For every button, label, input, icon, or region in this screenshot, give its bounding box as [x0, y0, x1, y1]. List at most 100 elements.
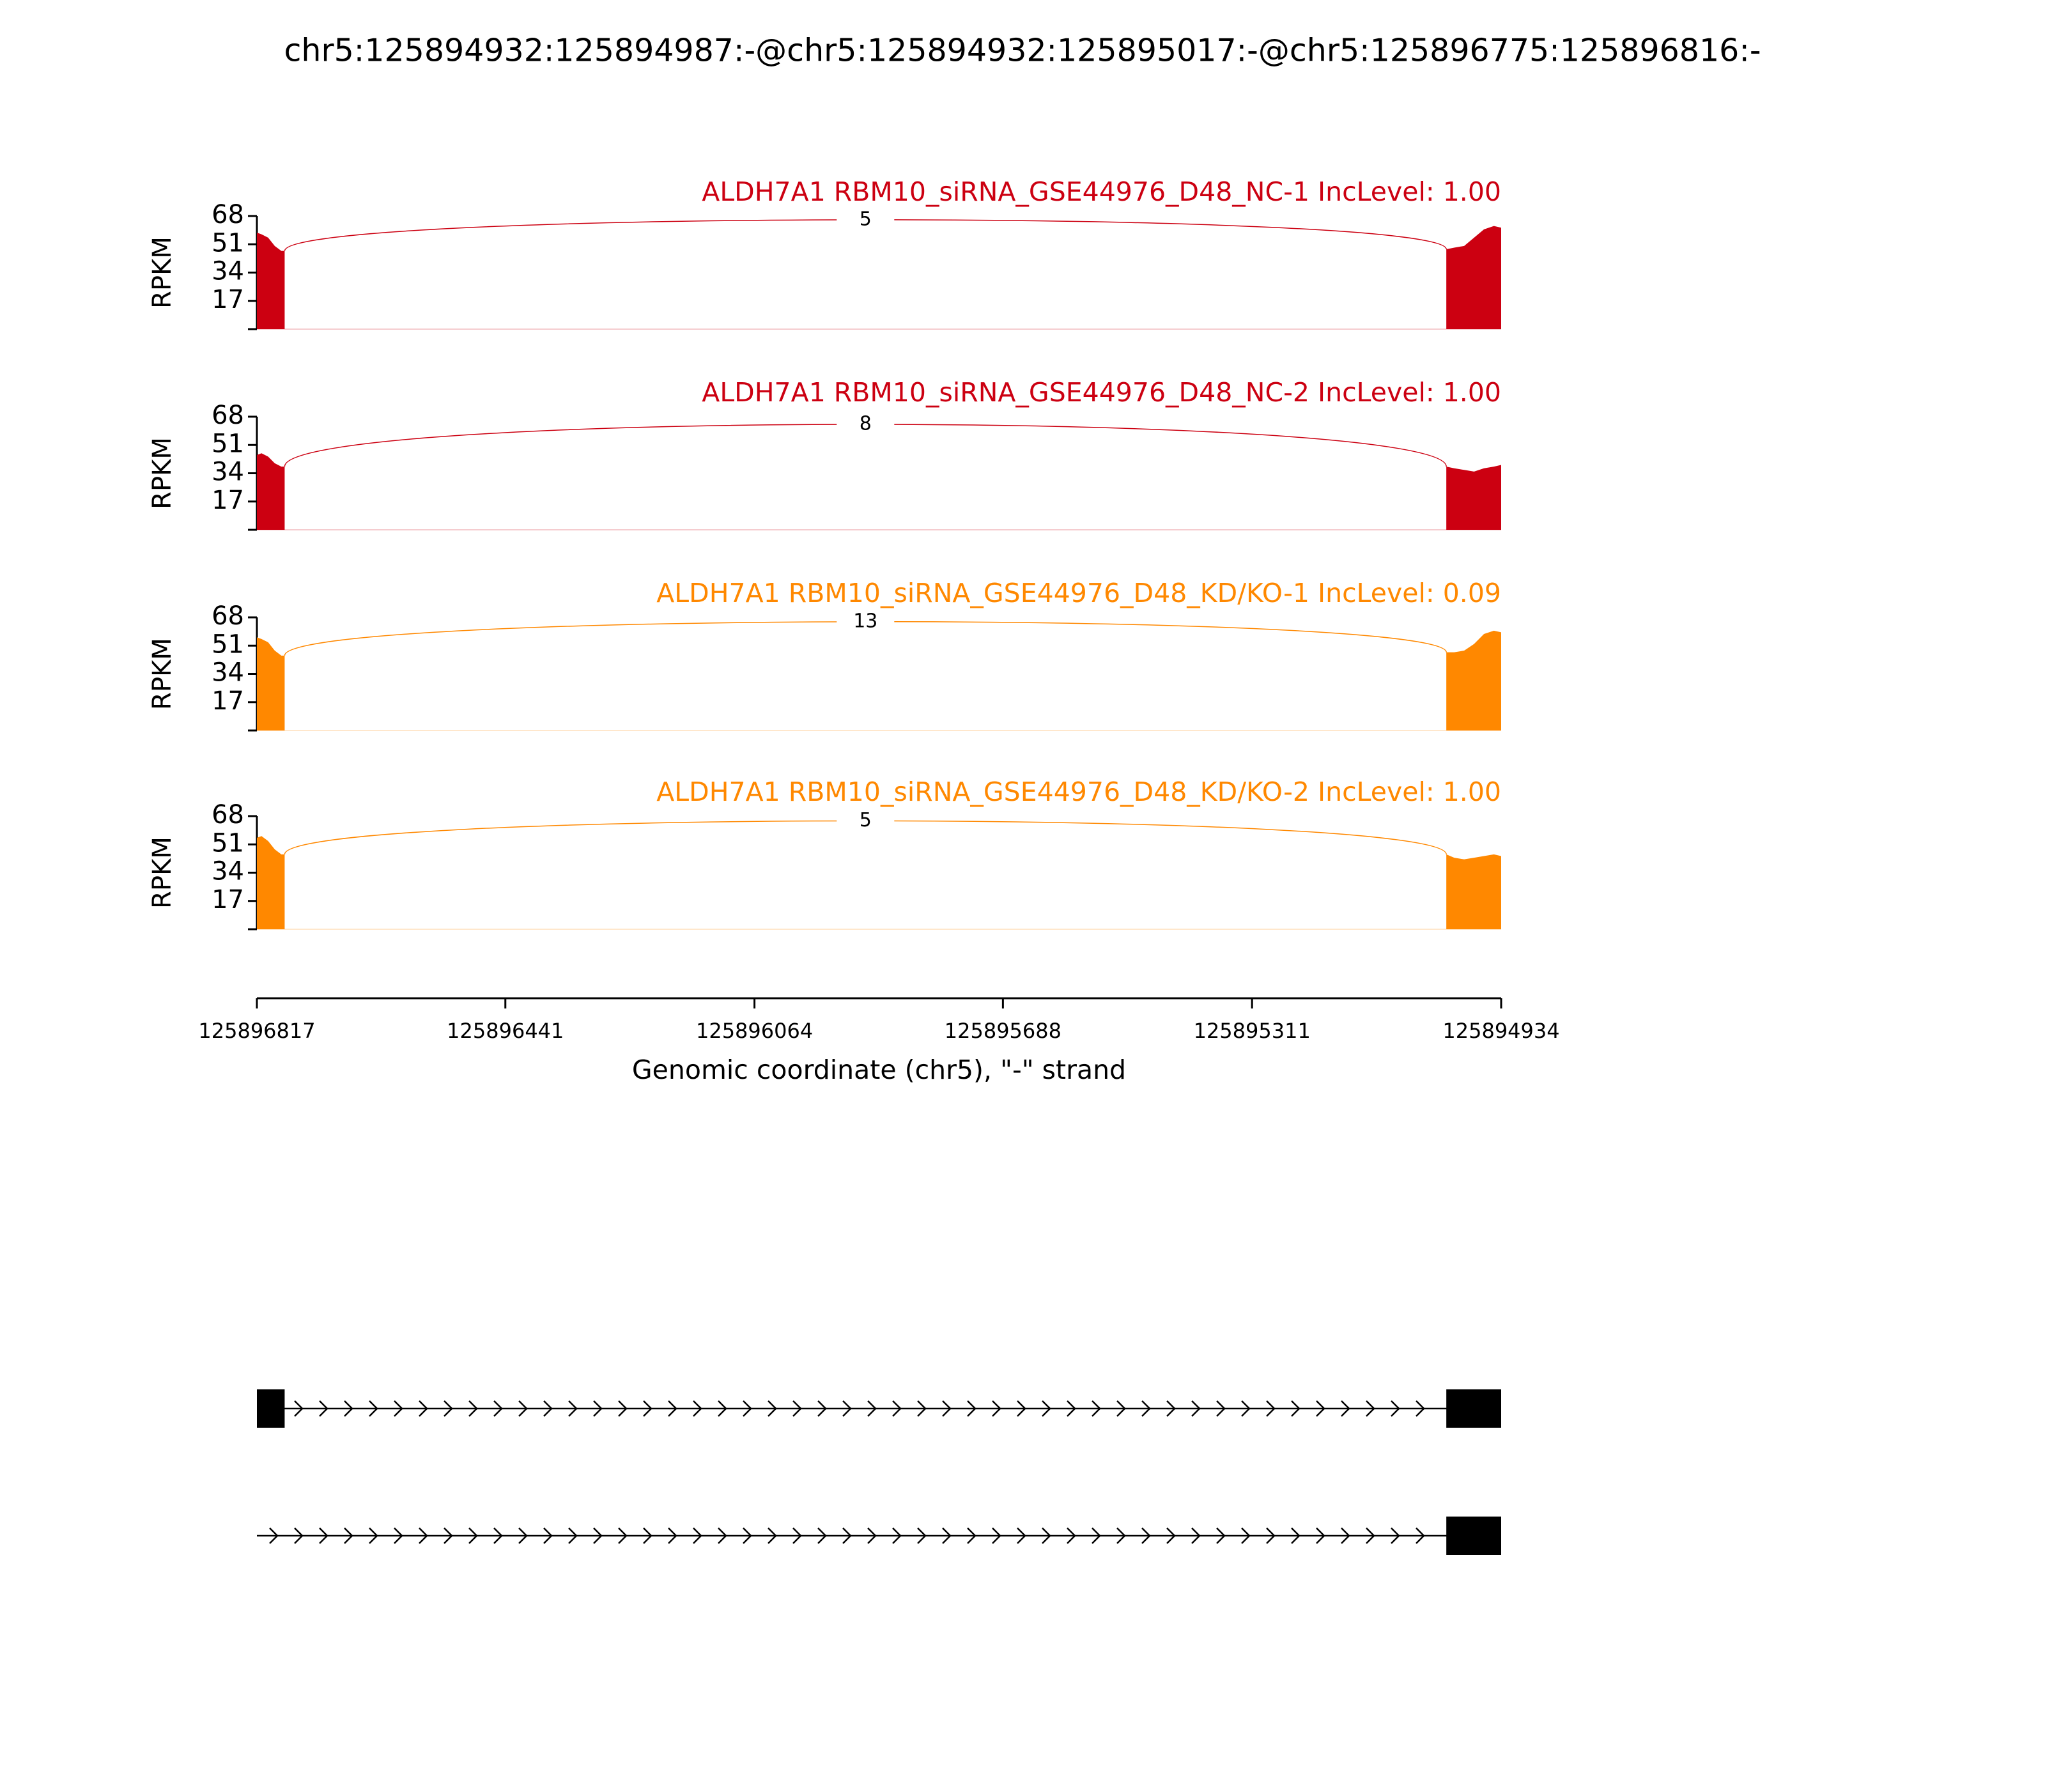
- strand-chevron: [643, 1527, 652, 1544]
- strand-chevron: [1241, 1527, 1251, 1544]
- coverage-area: [257, 836, 1501, 929]
- strand-chevron: [1092, 1400, 1101, 1417]
- strand-chevron: [1141, 1400, 1151, 1417]
- strand-chevron: [568, 1527, 578, 1544]
- strand-chevron: [1092, 1527, 1101, 1544]
- y-tick-label: 68: [212, 601, 244, 631]
- coverage-area: [257, 226, 1501, 329]
- strand-chevron: [842, 1527, 852, 1544]
- strand-chevron: [1017, 1527, 1026, 1544]
- exon: [1446, 1389, 1501, 1428]
- chart-title: chr5:125894932:125894987:-@chr5:12589493…: [284, 33, 1761, 69]
- strand-chevron: [1216, 1527, 1226, 1544]
- strand-chevron: [294, 1527, 304, 1544]
- strand-chevron: [593, 1527, 603, 1544]
- strand-chevron: [1191, 1527, 1201, 1544]
- strand-chevron: [568, 1400, 578, 1417]
- strand-chevron: [369, 1400, 378, 1417]
- y-tick-label: 51: [212, 228, 244, 258]
- strand-chevron: [1042, 1400, 1051, 1417]
- strand-chevron: [269, 1527, 279, 1544]
- strand-chevron: [468, 1527, 478, 1544]
- x-tick-label: 125896817: [198, 1019, 315, 1043]
- x-tick-label: 125896441: [447, 1019, 564, 1043]
- junction-count: 13: [853, 610, 877, 632]
- y-tick-label: 17: [212, 486, 244, 515]
- strand-chevron: [419, 1400, 428, 1417]
- strand-chevron: [768, 1400, 777, 1417]
- junction-count: 5: [860, 208, 872, 230]
- strand-chevron: [992, 1527, 1001, 1544]
- strand-chevron: [444, 1527, 453, 1544]
- strand-chevron: [1391, 1527, 1400, 1544]
- junction-count: 8: [860, 413, 872, 435]
- strand-chevron: [992, 1400, 1001, 1417]
- y-tick-label: 17: [212, 885, 244, 915]
- strand-chevron: [1017, 1400, 1026, 1417]
- strand-chevron: [593, 1400, 603, 1417]
- strand-chevron: [1341, 1527, 1350, 1544]
- strand-chevron: [1042, 1527, 1051, 1544]
- strand-chevron: [1067, 1400, 1076, 1417]
- strand-chevron: [892, 1400, 902, 1417]
- strand-chevron: [817, 1527, 827, 1544]
- strand-chevron: [1366, 1400, 1375, 1417]
- strand-chevron: [842, 1400, 852, 1417]
- strand-chevron: [1291, 1400, 1300, 1417]
- junction-label-bg: [837, 611, 895, 632]
- strand-chevron: [1067, 1527, 1076, 1544]
- strand-chevron: [967, 1527, 976, 1544]
- strand-chevron: [543, 1400, 553, 1417]
- strand-chevron: [643, 1400, 652, 1417]
- y-tick-label: 51: [212, 828, 244, 858]
- strand-chevron: [1341, 1400, 1350, 1417]
- strand-chevron: [493, 1527, 503, 1544]
- strand-chevron: [942, 1527, 952, 1544]
- strand-chevron: [1266, 1527, 1276, 1544]
- strand-chevron: [1216, 1400, 1226, 1417]
- exon: [257, 1389, 285, 1428]
- y-tick-label: 17: [212, 686, 244, 716]
- strand-chevron: [394, 1527, 403, 1544]
- y-axis-label: RPKM: [148, 837, 177, 909]
- strand-chevron: [917, 1400, 927, 1417]
- strand-chevron: [718, 1527, 727, 1544]
- strand-chevron: [518, 1527, 528, 1544]
- strand-chevron: [1366, 1527, 1375, 1544]
- strand-chevron: [967, 1400, 976, 1417]
- y-tick-label: 51: [212, 429, 244, 458]
- strand-chevron: [917, 1527, 927, 1544]
- strand-chevron: [543, 1527, 553, 1544]
- strand-chevron: [668, 1527, 677, 1544]
- x-tick-label: 125894934: [1442, 1019, 1559, 1043]
- x-axis-label: Genomic coordinate (chr5), "-" strand: [632, 1054, 1126, 1085]
- strand-chevron: [792, 1400, 802, 1417]
- strand-chevron: [1316, 1400, 1325, 1417]
- x-tick-label: 125896064: [696, 1019, 813, 1043]
- y-tick-label: 68: [212, 200, 244, 229]
- y-tick-label: 51: [212, 630, 244, 659]
- strand-chevron: [1116, 1400, 1126, 1417]
- strand-chevron: [344, 1400, 353, 1417]
- junction-label-bg: [837, 209, 895, 230]
- track-label: ALDH7A1 RBM10_siRNA_GSE44976_D48_KD/KO-2…: [656, 776, 1501, 807]
- strand-chevron: [369, 1527, 378, 1544]
- y-tick-label: 68: [212, 401, 244, 430]
- strand-chevron: [294, 1400, 304, 1417]
- strand-chevron: [394, 1400, 403, 1417]
- y-axis-label: RPKM: [148, 236, 177, 309]
- track-label: ALDH7A1 RBM10_siRNA_GSE44976_D48_NC-1 In…: [702, 176, 1501, 207]
- y-tick-label: 68: [212, 800, 244, 830]
- strand-chevron: [1416, 1400, 1425, 1417]
- y-tick-label: 34: [212, 458, 244, 487]
- coverage-area: [257, 630, 1501, 730]
- exon: [1446, 1517, 1501, 1555]
- strand-chevron: [892, 1527, 902, 1544]
- junction-label-bg: [837, 414, 895, 435]
- strand-chevron: [1141, 1527, 1151, 1544]
- y-axis-label: RPKM: [148, 638, 177, 710]
- strand-chevron: [668, 1400, 677, 1417]
- strand-chevron: [942, 1400, 952, 1417]
- strand-chevron: [743, 1400, 752, 1417]
- track-label: ALDH7A1 RBM10_siRNA_GSE44976_D48_KD/KO-1…: [656, 578, 1501, 608]
